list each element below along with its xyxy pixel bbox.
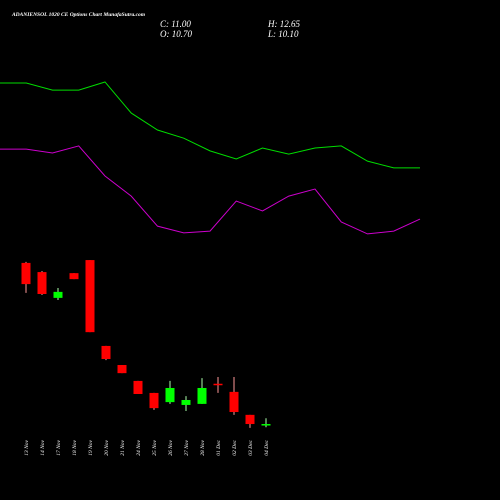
- chart-title: ADANIENSOL 1020 CE Options Chart MunafaS…: [11, 12, 146, 18]
- header-close: C: 11.00: [160, 19, 191, 29]
- candle-body: [85, 260, 95, 333]
- x-tick-label: 21 Nov: [120, 439, 126, 455]
- indicator-line: [0, 81, 420, 169]
- candle-body: [181, 400, 191, 405]
- x-tick-label: 27 Nov: [184, 439, 190, 455]
- candle-body: [213, 383, 223, 386]
- x-tick-label: 19 Nov: [88, 439, 94, 455]
- header-high: H: 12.65: [267, 19, 300, 29]
- header-low: L: 10.10: [267, 29, 299, 39]
- candle-body: [69, 273, 79, 280]
- candle-body: [101, 345, 111, 360]
- candle-body: [229, 391, 239, 413]
- indicator-line: [0, 145, 421, 235]
- candle-body: [53, 291, 63, 298]
- x-tick-label: 02 Dec: [232, 439, 238, 455]
- x-tick-label: 26 Nov: [168, 439, 174, 455]
- candle-body: [245, 414, 255, 425]
- x-tick-label: 25 Nov: [152, 439, 158, 455]
- x-tick-label: 24 Nov: [135, 439, 142, 455]
- x-tick-label: 03 Dec: [248, 439, 254, 455]
- x-tick-label: 18 Nov: [72, 439, 78, 455]
- x-tick-label: 01 Dec: [216, 439, 222, 455]
- candle-body: [165, 387, 175, 403]
- candle-body: [149, 392, 159, 409]
- x-tick-label: 28 Nov: [200, 439, 206, 455]
- candle-body: [37, 272, 47, 294]
- candle-body: [133, 380, 143, 394]
- candle-body: [197, 387, 207, 404]
- header-open: O: 10.70: [160, 29, 192, 39]
- x-tick-label: 20 Nov: [104, 439, 110, 455]
- candle-body: [21, 262, 31, 285]
- x-tick-label: 13 Nov: [24, 439, 30, 455]
- x-tick-label: 04 Dec: [263, 439, 270, 455]
- candle-body: [117, 365, 127, 374]
- x-tick-label: 17 Nov: [56, 439, 62, 455]
- x-tick-label: 14 Nov: [39, 439, 46, 455]
- candle-body: [261, 424, 271, 426]
